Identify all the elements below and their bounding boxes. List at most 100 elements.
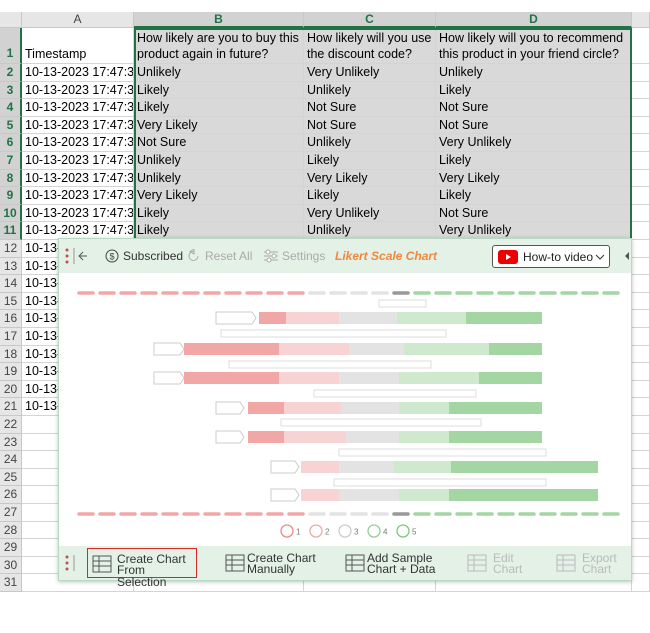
legend-face	[367, 524, 381, 538]
row-header: 9	[0, 187, 22, 205]
cell: Not Sure	[134, 134, 304, 152]
bar-placeholder	[399, 431, 449, 443]
reset-all[interactable]: Reset All	[205, 249, 253, 263]
bar-placeholder	[301, 489, 339, 501]
legend-face	[309, 524, 323, 538]
bar-placeholder	[279, 343, 349, 355]
row-header: 2	[0, 64, 22, 82]
cell: Unlikely	[304, 81, 436, 100]
bar-placeholder	[339, 372, 399, 384]
label-placeholder	[220, 329, 447, 338]
cell: Likely	[134, 204, 304, 223]
cell: Likely	[304, 187, 436, 205]
bar-placeholder	[248, 402, 284, 414]
bar-placeholder	[466, 312, 542, 324]
button-bar: Create Chart From Selection Create Chart Ma…	[59, 546, 631, 588]
toolbar-button[interactable]: Add Sample Chart + Data	[341, 548, 441, 578]
legend-face	[338, 524, 352, 538]
chart-preview: 1 2 3 4 5	[77, 291, 620, 538]
legend-face	[280, 524, 294, 538]
how-to-video-button[interactable]: How-to video	[492, 245, 610, 268]
bar-placeholder	[404, 343, 489, 355]
row-header: 14	[0, 275, 22, 293]
empty-cell	[632, 345, 650, 364]
bar-placeholder	[449, 402, 542, 414]
cell: Not Sure	[436, 99, 632, 117]
legend-label: 4	[383, 528, 388, 537]
cell: 10-13-2023 17:47:33	[22, 169, 134, 188]
label-box	[270, 488, 300, 502]
bar-placeholder	[399, 489, 449, 501]
cell: 10-13-2023 17:47:33	[22, 81, 134, 100]
row-header: 11	[0, 222, 22, 240]
grip-and-back[interactable]	[63, 247, 87, 265]
button-label: Export	[582, 551, 617, 565]
button-label: Create Chart	[117, 552, 186, 566]
button-icon	[467, 554, 487, 572]
row-header: 21	[0, 398, 22, 416]
cell: How likely are you to buy this product a…	[134, 28, 304, 64]
button-label: Edit	[493, 551, 514, 565]
empty-cell	[632, 152, 650, 170]
row-header: 13	[0, 257, 22, 276]
bar-placeholder	[248, 431, 284, 443]
column-header: B	[134, 12, 304, 28]
label-box	[215, 430, 245, 444]
bar-placeholder	[399, 372, 479, 384]
bar-placeholder	[489, 343, 542, 355]
cell: Not Sure	[304, 116, 436, 135]
toolbar-button[interactable]: Create Chart From Selection	[87, 548, 197, 588]
cell: Very Unlikely	[304, 64, 436, 82]
row-header: 15	[0, 292, 22, 311]
label-placeholder	[338, 448, 547, 457]
empty-cell	[632, 292, 650, 311]
cell: 10-13-2023 17:47:33	[22, 152, 134, 170]
cell: Likely	[134, 81, 304, 100]
empty-cell	[304, 574, 436, 592]
row-header: 12	[0, 240, 22, 258]
cell: Very Unlikely	[436, 134, 632, 152]
column-header: D	[436, 12, 632, 28]
legend-label: 1	[296, 528, 301, 537]
cell: Likely	[304, 152, 436, 170]
row-header: 16	[0, 310, 22, 328]
button-icon	[225, 554, 245, 572]
collapse-arrow[interactable]	[623, 251, 631, 261]
column-header: C	[304, 12, 436, 28]
youtube-icon	[498, 250, 518, 264]
bar-placeholder	[394, 461, 451, 473]
cell: 10-13-2023 17:47:33	[22, 204, 134, 223]
bar-placeholder	[301, 461, 339, 473]
label-box	[215, 401, 245, 415]
empty-cell	[632, 257, 650, 276]
cell: Unlikely	[436, 64, 632, 82]
bar-placeholder	[184, 372, 279, 384]
settings-icon	[264, 249, 278, 263]
bar-placeholder	[346, 431, 399, 443]
bar-placeholder	[284, 431, 346, 443]
button-label: Chart	[493, 562, 523, 576]
empty-cell	[632, 416, 650, 434]
empty-cell	[436, 574, 632, 592]
empty-cell	[632, 468, 650, 487]
reset-icon	[188, 249, 199, 261]
row-header: 19	[0, 363, 22, 381]
cell: Not Sure	[436, 116, 632, 135]
empty-cell	[134, 574, 304, 592]
bar-placeholder	[286, 312, 339, 324]
toolbar-button[interactable]: Edit Chart	[463, 548, 563, 578]
label-placeholder	[333, 478, 547, 487]
row-header: 28	[0, 521, 22, 540]
subscribed[interactable]: Subscribed	[123, 249, 184, 263]
cell: 10-13-2023 17:47:33	[22, 187, 134, 205]
toolbar-button[interactable]: Create Chart Manually	[221, 548, 321, 578]
settings[interactable]: Settings	[282, 249, 326, 263]
row-header: 26	[0, 486, 22, 504]
toolbar-button[interactable]: Export Chart	[552, 548, 650, 578]
row-header: 25	[0, 468, 22, 487]
cell: Likely	[436, 187, 632, 205]
empty-cell	[632, 222, 650, 240]
bar-placeholder	[339, 489, 399, 501]
label-box	[270, 460, 300, 474]
empty-cell	[632, 28, 650, 64]
